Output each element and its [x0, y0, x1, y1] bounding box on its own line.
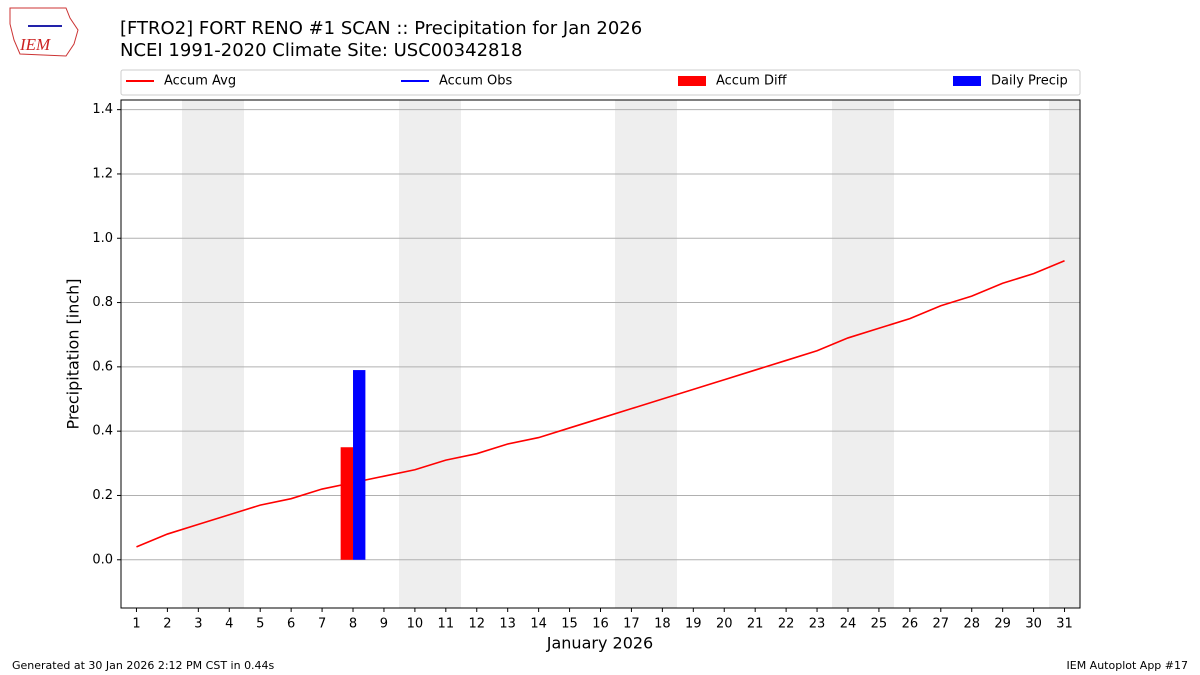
x-tick-label: 9: [380, 617, 388, 632]
logo-text: IEM: [19, 35, 51, 54]
x-tick-label: 23: [809, 617, 826, 632]
x-tick-label: 1: [132, 617, 140, 632]
legend-label: Accum Obs: [439, 74, 512, 89]
x-tick-label: 20: [716, 617, 733, 632]
x-tick-label: 27: [933, 617, 950, 632]
logo: IEM: [9, 7, 79, 57]
x-tick-label: 2: [163, 617, 171, 632]
plot-frame: [120, 99, 1081, 609]
x-tick-label: 16: [592, 617, 609, 632]
y-tick-label: 0.0: [92, 552, 113, 567]
weekend-shading: [182, 100, 1080, 608]
chart-title: [FTRO2] FORT RENO #1 SCAN :: Precipitati…: [120, 18, 642, 39]
x-tick-label: 31: [1056, 617, 1073, 632]
x-tick-label: 3: [194, 617, 202, 632]
series-line: [136, 260, 1065, 548]
x-tick-label: 6: [287, 617, 295, 632]
x-tick-label: 28: [963, 617, 980, 632]
x-tick-label: 11: [438, 617, 455, 632]
x-tick-label: 19: [685, 617, 702, 632]
y-tick-label: 0.6: [92, 359, 113, 374]
legend-label: Accum Avg: [164, 74, 236, 89]
legend-swatch: [678, 76, 706, 86]
legend-label: Accum Diff: [716, 74, 788, 89]
bar: [340, 447, 354, 560]
x-tick-label: 7: [318, 617, 326, 632]
y-tick-label: 1.4: [92, 102, 113, 117]
legend: [120, 69, 1081, 96]
x-axis-label: January 2026: [546, 634, 653, 653]
legend-swatch: [953, 76, 981, 86]
x-tick-label: 24: [840, 617, 857, 632]
x-tick-label: 21: [747, 617, 764, 632]
x-tick-label: 30: [1025, 617, 1042, 632]
y-tick-label: 0.8: [92, 295, 113, 310]
y-tick-label: 1.0: [92, 231, 113, 246]
x-tick-label: 15: [561, 617, 578, 632]
chart-subtitle: NCEI 1991-2020 Climate Site: USC00342818: [120, 40, 522, 61]
legend-label: Daily Precip: [991, 74, 1068, 89]
x-tick-label: 18: [654, 617, 671, 632]
bar: [353, 370, 366, 560]
x-tick-label: 14: [530, 617, 547, 632]
x-tick-label: 17: [623, 617, 640, 632]
x-tick-label: 25: [871, 617, 888, 632]
x-tick-label: 12: [468, 617, 485, 632]
x-tick-label: 5: [256, 617, 264, 632]
y-tick-label: 1.2: [92, 166, 113, 181]
x-tick-label: 8: [349, 617, 357, 632]
y-tick-label: 0.2: [92, 488, 113, 503]
y-axis-label: Precipitation [inch]: [64, 278, 83, 429]
x-tick-label: 13: [499, 617, 516, 632]
x-tick-label: 10: [407, 617, 424, 632]
y-tick-label: 0.4: [92, 424, 113, 439]
footer-left: Generated at 30 Jan 2026 2:12 PM CST in …: [12, 659, 275, 672]
x-tick-label: 26: [902, 617, 919, 632]
x-tick-label: 4: [225, 617, 233, 632]
x-tick-label: 29: [994, 617, 1011, 632]
x-tick-label: 22: [778, 617, 795, 632]
footer-right: IEM Autoplot App #17: [1067, 659, 1189, 672]
